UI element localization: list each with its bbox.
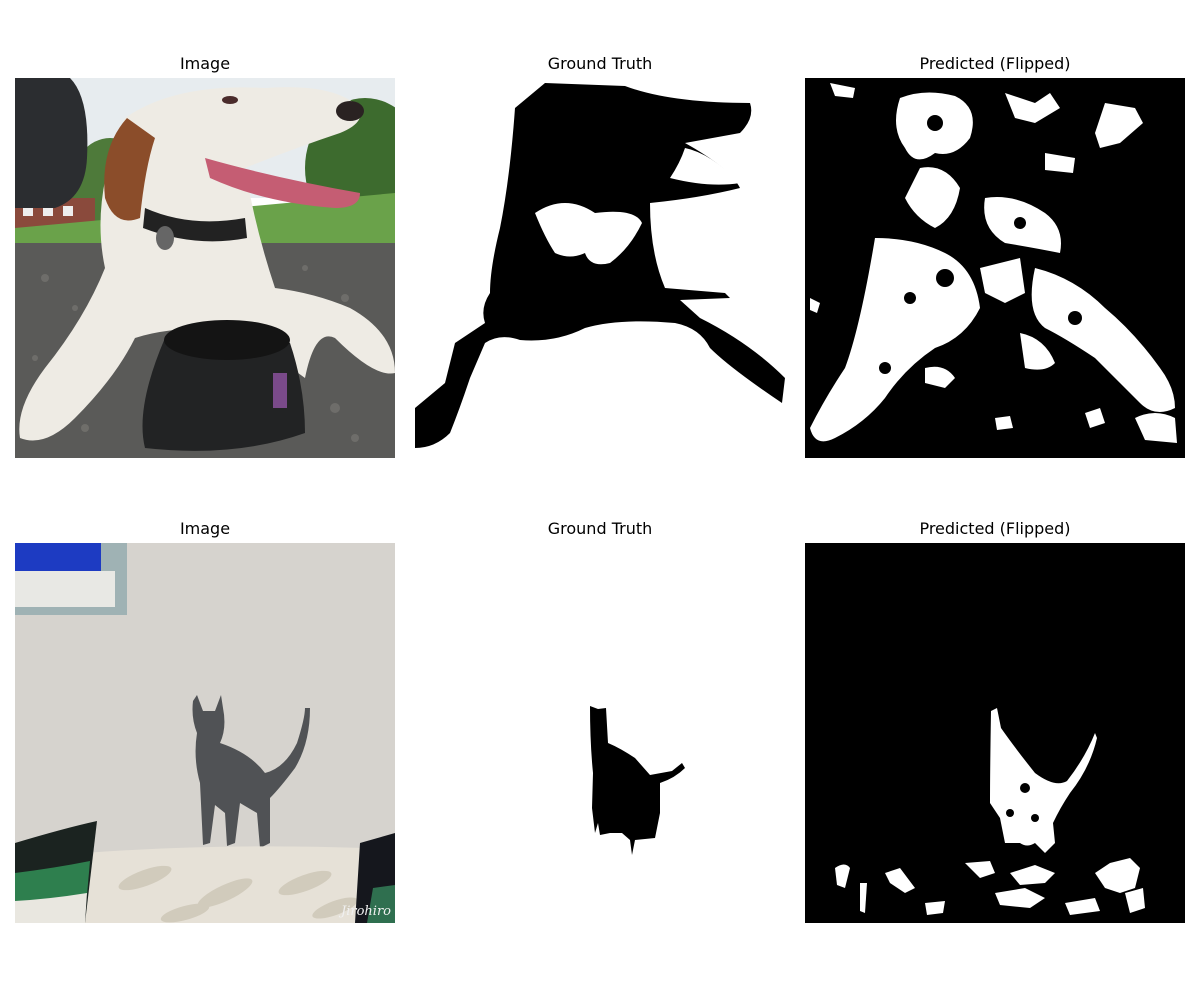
cat-ground-truth-mask <box>410 543 790 923</box>
cat-photo-illustration <box>15 543 395 923</box>
row1-image-title: Image <box>179 54 231 73</box>
row1-predicted-mask <box>805 78 1185 458</box>
row1-dog-photo <box>15 78 395 458</box>
row2-ground-truth-title: Ground Truth <box>547 519 653 538</box>
row1-ground-truth-title: Ground Truth <box>547 54 653 73</box>
row2-ground-truth-mask <box>410 543 790 923</box>
row1-ground-truth-mask <box>410 78 790 458</box>
cat-predicted-mask <box>805 543 1185 923</box>
dog-predicted-mask <box>805 78 1185 458</box>
row2-predicted-title: Predicted (Flipped) <box>919 519 1071 538</box>
row2-cat-photo: Jirohiro <box>15 543 395 923</box>
row2-predicted-mask <box>805 543 1185 923</box>
row1-predicted-title: Predicted (Flipped) <box>919 54 1071 73</box>
photo-watermark: Jirohiro <box>341 904 391 919</box>
dog-photo-illustration <box>15 78 395 458</box>
dog-ground-truth-mask <box>410 78 790 458</box>
row2-image-title: Image <box>179 519 231 538</box>
